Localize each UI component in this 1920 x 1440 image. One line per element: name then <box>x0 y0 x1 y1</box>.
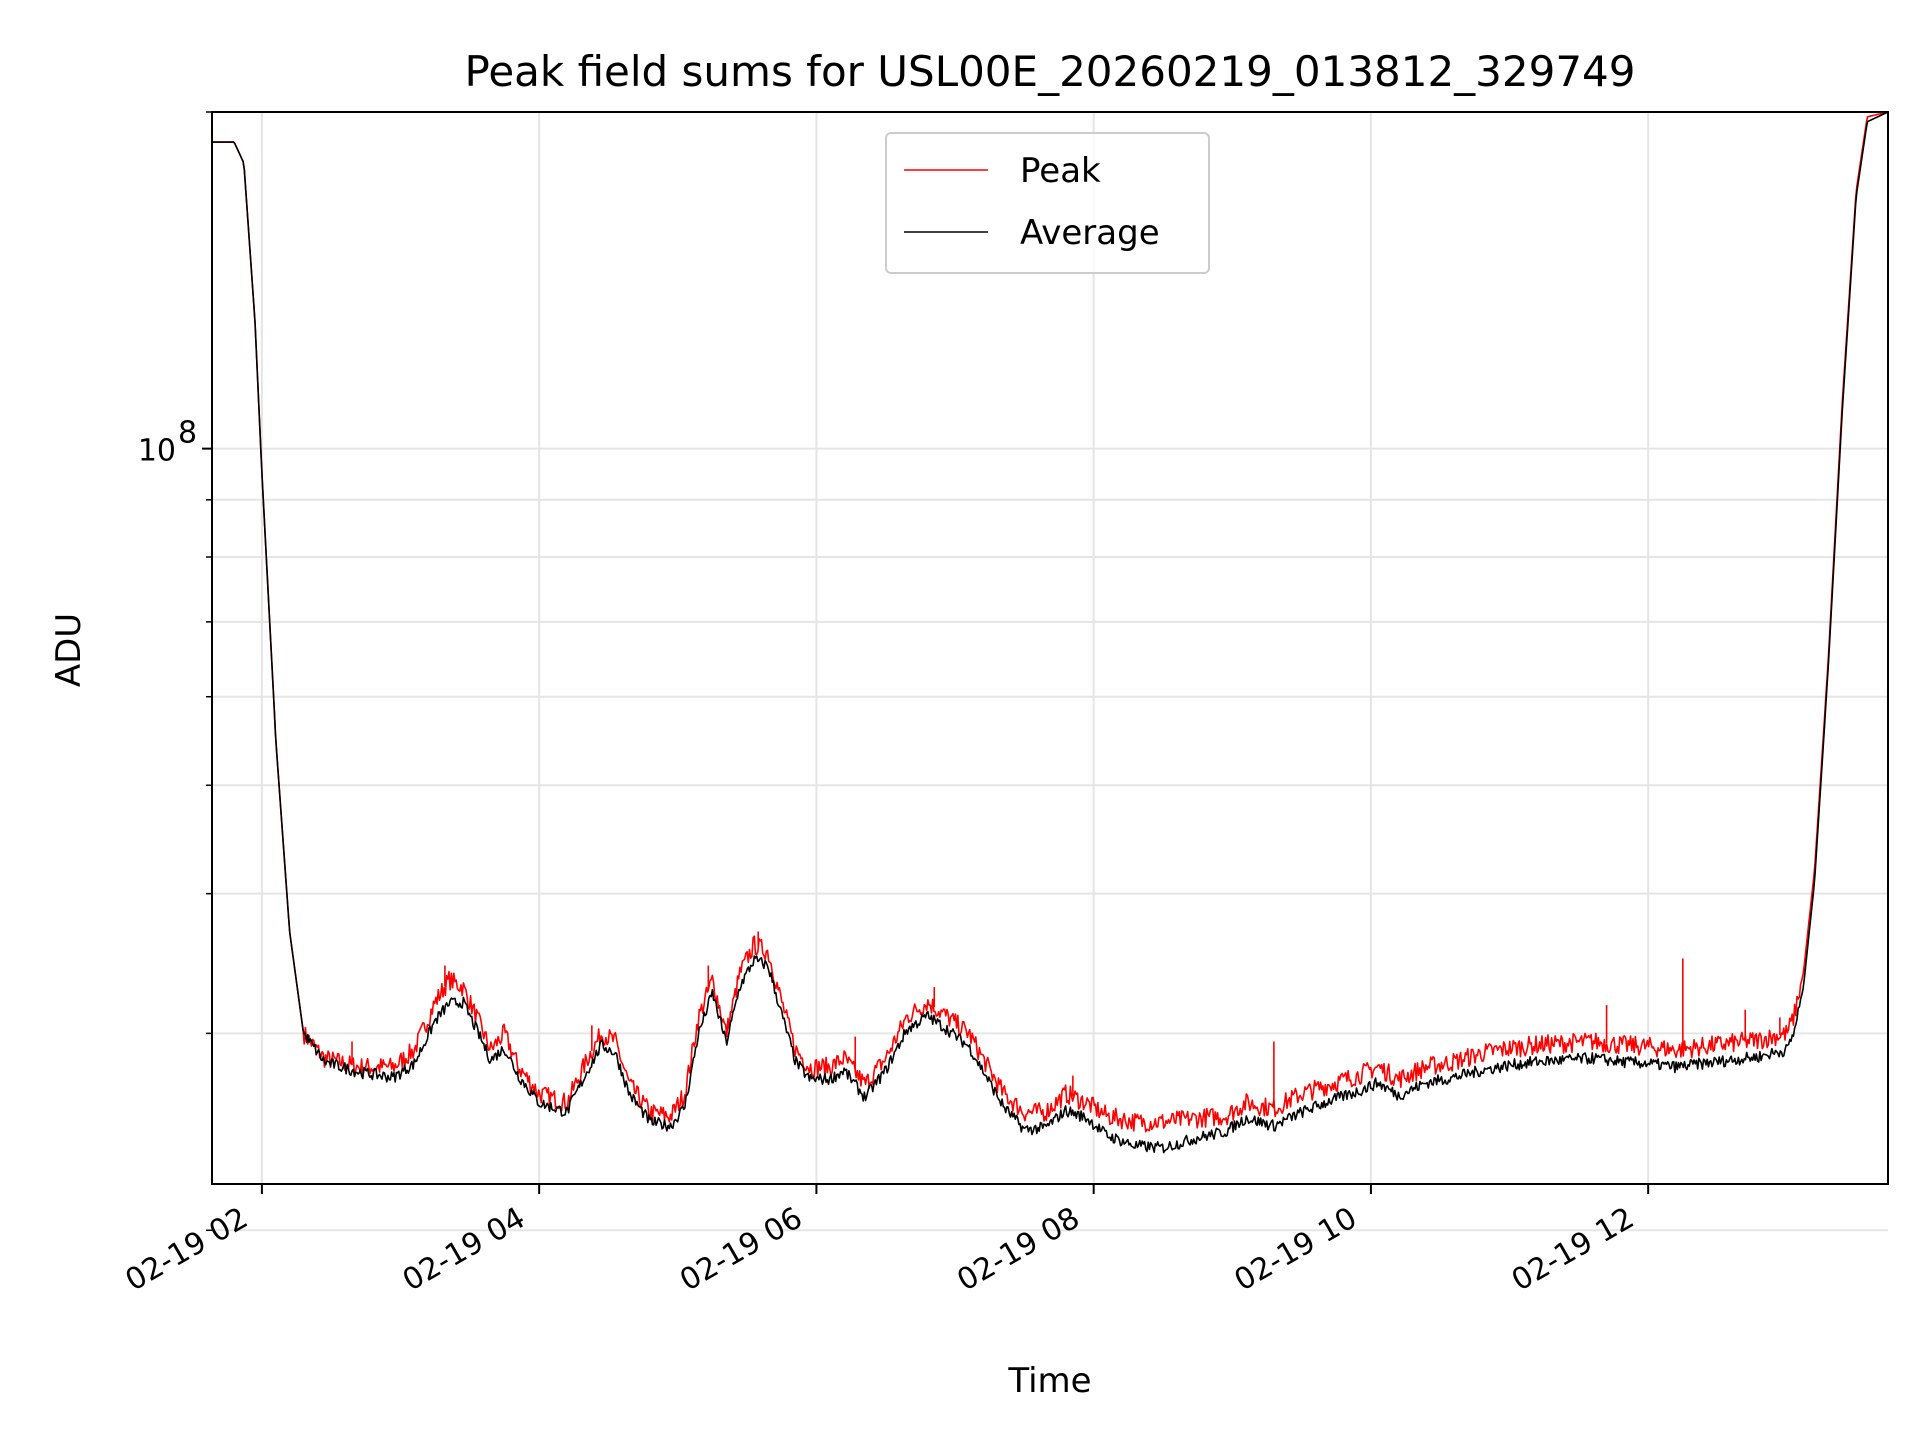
data-series <box>212 111 1889 1154</box>
legend: Peak Average <box>885 132 1210 274</box>
series-peak-line <box>212 111 1889 1133</box>
y-tick-exponent: 8 <box>178 416 197 451</box>
y-tick-label: 10 <box>138 434 176 469</box>
y-axis-label: ADU <box>49 613 89 687</box>
legend-peak-label: Peak <box>1020 151 1101 191</box>
legend-average-label: Average <box>1020 213 1160 253</box>
plot-frame <box>211 111 1889 1185</box>
legend-box <box>885 132 1210 274</box>
series-average-line <box>212 111 1889 1154</box>
chart-title: Peak field sums for USL00E_20260219_0138… <box>464 47 1635 96</box>
x-axis-label: Time <box>1007 1361 1091 1401</box>
